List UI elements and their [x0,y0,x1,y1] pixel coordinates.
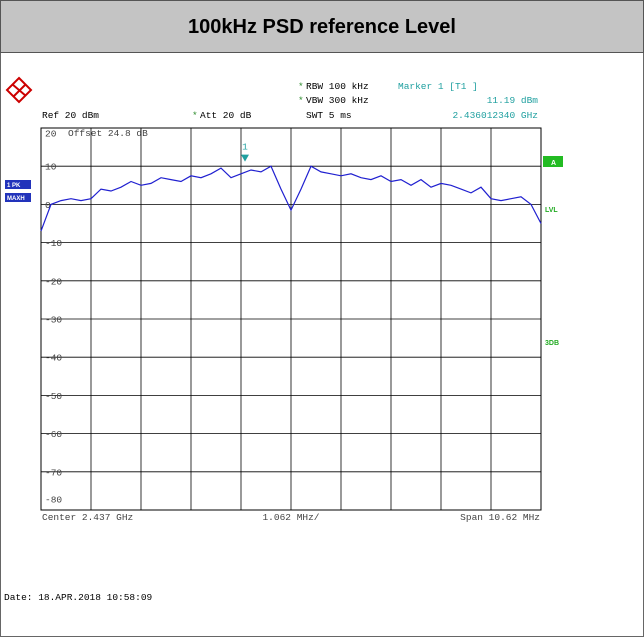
marker-title: Marker 1 [T1 ] [398,81,478,92]
marker [241,154,249,162]
y-tick-label: -30 [45,315,62,326]
star: * [192,110,198,121]
star: * [298,95,304,106]
title-bar [0,0,644,53]
logo [5,76,33,104]
y-tick-label: -70 [45,467,62,478]
mode-label: MAXH [7,196,25,202]
ref-level: Ref 20 dBm [42,110,99,121]
y-tick-label: 10 [45,162,57,173]
marker-level: 11.19 dBm [487,95,539,106]
offset: Offset 24.8 dB [68,128,148,139]
trace [40,165,542,232]
swt: SWT 5 ms [306,110,352,121]
mode-badge [5,193,31,202]
trace-label: 1 PK [7,183,21,189]
a-label: A [551,160,556,167]
y-tick-label: -80 [45,495,62,506]
a-badge [543,156,563,167]
center-freq: Center 2.437 GHz [42,512,133,523]
y-tick-label: -40 [45,353,62,364]
star: * [298,81,304,92]
y-tick-label: -50 [45,391,62,402]
marker-name: 1 [242,142,248,153]
y-tick-label: -10 [45,238,62,249]
marker-freq: 2.436012340 GHz [452,110,538,121]
freq-per-div: 1.062 MHz/ [262,512,319,523]
attenuation: Att 20 dB [200,110,252,121]
3db-label: 3DB [545,340,559,347]
chart-title: 100kHz PSD reference Level [188,16,456,38]
y-tick-label: -20 [45,276,62,287]
y-tick-label: 20 [45,129,57,140]
date: Date: 18.APR.2018 10:58:09 [4,592,153,603]
lvl-label: LVL [545,207,558,214]
span: Span 10.62 MHz [460,512,540,523]
y-tick-label: -60 [45,429,62,440]
rbw: RBW 100 kHz [306,81,369,92]
trace-badge [5,180,31,189]
y-tick-label: 0 [45,200,51,211]
vbw: VBW 300 kHz [306,95,369,106]
